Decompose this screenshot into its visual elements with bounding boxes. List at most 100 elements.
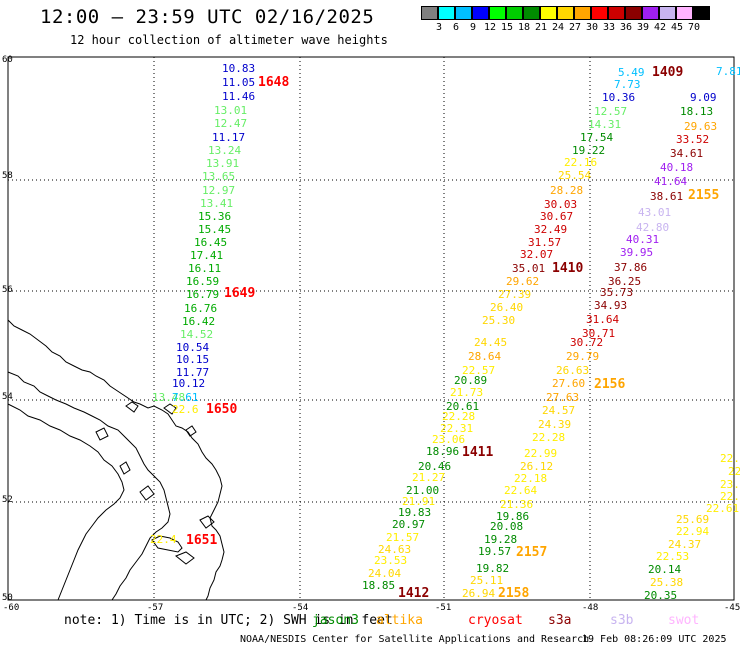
latitude-label: 56 [2, 285, 13, 295]
wave-height-value: 10.12 [172, 377, 205, 390]
pass-time-label: 1412 [398, 586, 429, 601]
satellite-s3a: s3a [548, 613, 572, 628]
legend-swatch [523, 6, 540, 20]
wave-height-value: 42.80 [636, 221, 669, 234]
wave-height-value: 29.63 [684, 120, 717, 133]
wave-height-value: 12.47 [214, 117, 247, 130]
wave-height-value: 22.28 [442, 410, 475, 423]
wave-height-value: 21.36 [500, 498, 533, 511]
wave-height-value: 14.31 [588, 118, 621, 131]
pass-time-label: 1651 [186, 533, 217, 548]
wave-height-value: 33.52 [676, 133, 709, 146]
legend-label: 33 [602, 22, 616, 33]
wave-height-value: 17.54 [580, 131, 613, 144]
wave-height-value: 11.77 [176, 366, 209, 379]
wave-height-value: 20.46 [418, 460, 451, 473]
legend-swatch [557, 6, 574, 20]
wave-height-value: 25.38 [650, 576, 683, 589]
wave-height-value: 22.99 [524, 447, 557, 460]
wave-height-value: 25.11 [470, 574, 503, 587]
legend-swatch [591, 6, 608, 20]
wave-height-value: 38.61 [650, 190, 683, 203]
satellite-s3b: s3b [610, 613, 634, 628]
wave-height-value: 20.97 [392, 518, 425, 531]
wave-height-value: 41.64 [654, 175, 687, 188]
wave-height-value: 22.57 [462, 364, 495, 377]
wave-height-value: 13.91 [206, 157, 239, 170]
wave-height-value: 20.35 [644, 589, 677, 602]
legend-swatch [676, 6, 693, 20]
wave-height-value: 12.97 [202, 184, 235, 197]
wave-height-value: 19.57 [478, 545, 511, 558]
wave-height-value: 25.30 [482, 314, 515, 327]
wave-height-value: 27.63 [546, 391, 579, 404]
wave-height-value: 10.54 [176, 341, 209, 354]
legend-swatch [625, 6, 642, 20]
wave-height-value: 18.85 [362, 579, 395, 592]
wave-height-value: 22.16 [564, 156, 597, 169]
wave-height-value: 32.07 [520, 248, 553, 261]
wave-height-value: 16.11 [188, 262, 221, 275]
wave-height-value: 40.18 [660, 161, 693, 174]
legend-swatch [472, 6, 489, 20]
wave-height-value: 11.05 [222, 76, 255, 89]
wave-height-value: 27.60 [552, 377, 585, 390]
latitude-label: 52 [2, 495, 13, 505]
legend-label: 36 [619, 22, 633, 33]
legend-label: 21 [534, 22, 548, 33]
wave-height-value: 30.67 [540, 210, 573, 223]
wave-height-value: 23.50 [720, 478, 740, 491]
wave-height-value: 10.15 [176, 353, 209, 366]
legend-label: 3 [435, 22, 443, 33]
wave-height-value: 19.22 [572, 144, 605, 157]
coastline [7, 319, 225, 601]
wave-height-value: 30.72 [570, 336, 603, 349]
axis-labels: 60 58 56 54 52 50-60 -57 -54 -51 -48 -45 [2, 55, 740, 613]
wave-height-value: 20.61 [446, 400, 479, 413]
latitude-label: 50 [2, 593, 13, 603]
legend-swatch [540, 6, 557, 20]
credit-line: NOAA/NESDIS Center for Satellite Applica… [240, 634, 590, 645]
wave-height-value: 35.01 [512, 262, 545, 275]
pass-time-label: 1648 [258, 75, 289, 90]
legend-label: 24 [551, 22, 565, 33]
wave-height-value: 31.57 [528, 236, 561, 249]
wave-height-value: 15.36 [198, 210, 231, 223]
wave-height-value: 26.12 [520, 460, 553, 473]
wave-height-value: 34.93 [594, 299, 627, 312]
wave-height-value: 7.61 [172, 391, 199, 404]
longitude-label: -45 [724, 603, 740, 613]
legend-swatch [659, 6, 676, 20]
wave-height-value: 18.13 [680, 105, 713, 118]
wave-height-value: 16.59 [186, 275, 219, 288]
wave-height-value: 7.81 [716, 65, 740, 78]
wave-height-value: 40.31 [626, 233, 659, 246]
legend-swatch [438, 6, 455, 20]
legend-swatch [642, 6, 659, 20]
wave-height-value: 22.94 [676, 525, 709, 538]
legend-swatch [489, 6, 506, 20]
wave-height-value: 22.61 [706, 502, 739, 515]
wave-height-value: 20.14 [648, 563, 681, 576]
wave-height-value: 24.45 [474, 336, 507, 349]
wave-height-value: 22.28 [532, 431, 565, 444]
wave-height-value: 18.96 [426, 445, 459, 458]
wave-height-value: 24.37 [668, 538, 701, 551]
wave-height-value: 28.64 [468, 350, 501, 363]
satellite-swot: swot [668, 613, 700, 628]
page-subtitle: 12 hour collection of altimeter wave hei… [70, 33, 388, 47]
wave-height-value: 11.46 [222, 90, 255, 103]
wave-height-value: 43.01 [638, 206, 671, 219]
wave-height-value: 25.69 [676, 513, 709, 526]
wave-height-value: 26.94 [462, 587, 495, 600]
wave-height-value: 13.48 [152, 391, 185, 404]
longitude-label: -60 [3, 603, 19, 613]
wave-height-value: 24.57 [542, 404, 575, 417]
pass-time-label: 1411 [462, 445, 493, 460]
legend-label: 42 [653, 22, 667, 33]
wave-height-value: 17.41 [190, 249, 223, 262]
wave-height-value: 24.39 [538, 418, 571, 431]
wave-height-value: 20.89 [454, 374, 487, 387]
pass-time-label: 1409 [652, 65, 683, 80]
